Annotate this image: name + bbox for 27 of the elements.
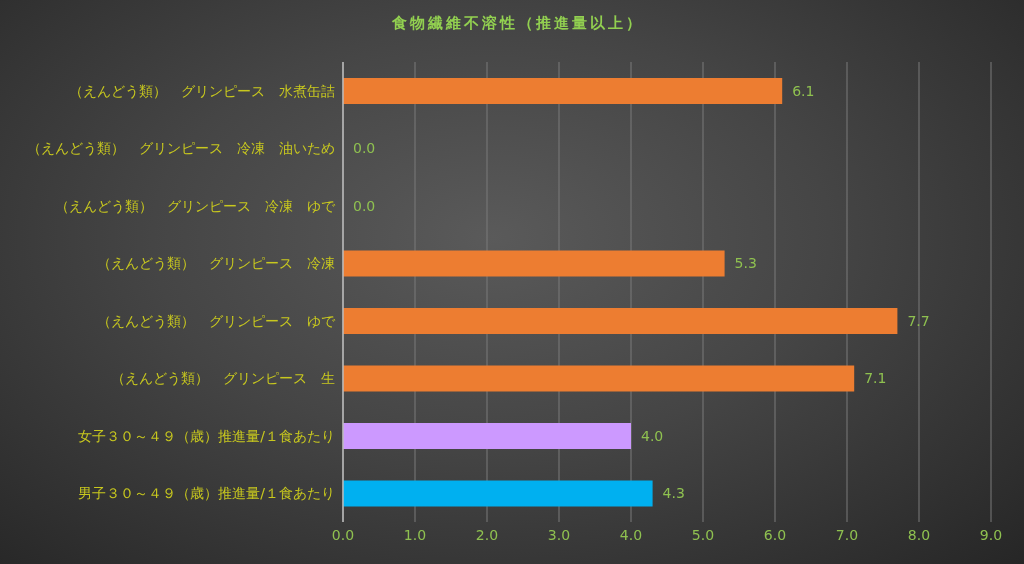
data-label: 4.3 (662, 485, 685, 502)
y-tick-label: （えんどう類） グリンピース ゆで (97, 312, 336, 329)
x-tick-label: 0.0 (331, 526, 355, 543)
y-tick-label: （えんどう類） グリンピース 冷凍 ゆで (55, 197, 336, 214)
y-tick-label: 男子３０～４９（歳）推進量/１食あたり (78, 485, 335, 502)
data-label: 7.7 (907, 312, 930, 329)
y-tick-label: （えんどう類） グリンピース 冷凍 (97, 255, 335, 272)
data-label: 4.0 (641, 427, 664, 444)
x-tick-label: 7.0 (835, 526, 859, 543)
y-tick-label: （えんどう類） グリンピース 水煮缶詰 (69, 82, 335, 99)
x-tick-label: 3.0 (547, 526, 571, 543)
x-tick-label: 6.0 (763, 526, 787, 543)
x-tick-label: 5.0 (691, 526, 715, 543)
x-tick-label: 4.0 (619, 526, 643, 543)
data-label: 0.0 (353, 140, 376, 157)
y-tick-label: 女子３０～４９（歳）推進量/１食あたり (78, 427, 335, 444)
y-tick-label: （えんどう類） グリンピース 冷凍 油いため (27, 140, 335, 157)
data-label: 5.3 (734, 255, 757, 272)
data-label: 6.1 (792, 82, 815, 99)
x-tick-label: 2.0 (475, 526, 499, 543)
x-tick-label: 8.0 (907, 526, 931, 543)
y-tick-label: （えんどう類） グリンピース 生 (111, 370, 335, 387)
chart-title: 食物繊維不溶性（推進量以上） (391, 14, 645, 33)
x-tick-label: 1.0 (403, 526, 427, 543)
data-label: 0.0 (353, 197, 376, 214)
data-label: 7.1 (864, 370, 887, 387)
x-tick-label: 9.0 (979, 526, 1003, 543)
